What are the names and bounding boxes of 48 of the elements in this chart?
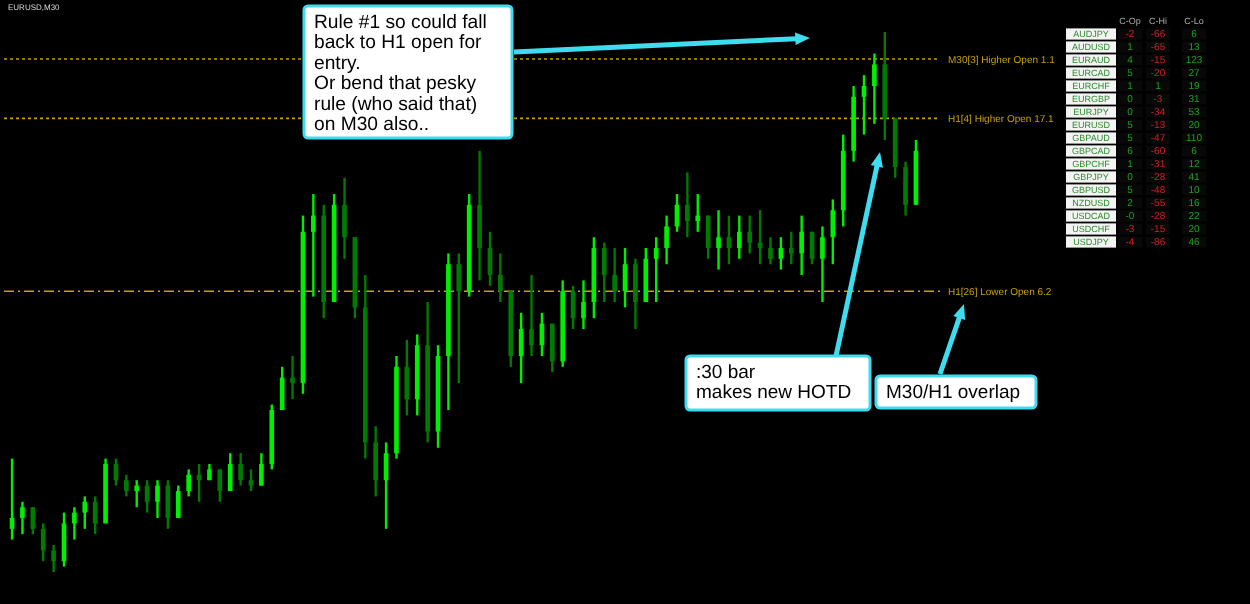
candlestick	[736, 214, 742, 260]
candlestick	[290, 354, 295, 401]
candlestick	[612, 246, 617, 304]
candlestick	[155, 479, 160, 520]
candlestick	[477, 149, 482, 282]
candlestick	[830, 198, 836, 266]
candlestick	[238, 452, 243, 487]
candlestick	[248, 468, 254, 493]
candlestick	[124, 473, 129, 498]
candlestick	[695, 192, 701, 233]
annotation: :30 bar makes new HOTD	[696, 362, 852, 405]
candlestick	[134, 479, 140, 509]
candlestick	[581, 279, 586, 331]
candlestick	[799, 214, 804, 277]
candlestick	[175, 484, 181, 520]
candlestick	[601, 241, 607, 304]
candlestick	[633, 257, 638, 331]
candlestick	[342, 176, 347, 260]
candlestick	[716, 209, 721, 271]
candlestick	[788, 230, 794, 266]
candlestick	[768, 236, 773, 266]
candlestick	[373, 425, 379, 498]
candlestick	[549, 322, 555, 374]
candlestick	[30, 506, 36, 536]
candlestick	[653, 236, 659, 304]
candlestick	[872, 52, 877, 125]
candlestick	[664, 214, 669, 266]
candlestick	[456, 252, 462, 385]
candlestick	[20, 500, 25, 536]
annotation: Rule #1 so could fall back to H1 open for entry. Or bend that pesky rule (who said that) on M30 also..	[314, 12, 487, 136]
candlestick	[643, 246, 649, 304]
candlestick	[820, 225, 825, 304]
candlestick	[685, 171, 690, 239]
candlestick	[82, 495, 88, 530]
candlestick	[259, 452, 264, 487]
candlestick	[92, 495, 98, 536]
candlestick	[279, 365, 285, 412]
candlestick	[529, 273, 534, 358]
candlestick	[227, 452, 233, 493]
annotation: M30/H1 overlap	[886, 382, 1021, 404]
candlestick	[747, 214, 753, 255]
candlestick	[186, 468, 192, 498]
candlestick	[51, 543, 56, 574]
candlestick	[498, 252, 503, 304]
candlestick	[311, 192, 316, 298]
candlestick	[40, 522, 46, 563]
candlestick	[903, 160, 908, 217]
candlestick	[72, 506, 77, 541]
